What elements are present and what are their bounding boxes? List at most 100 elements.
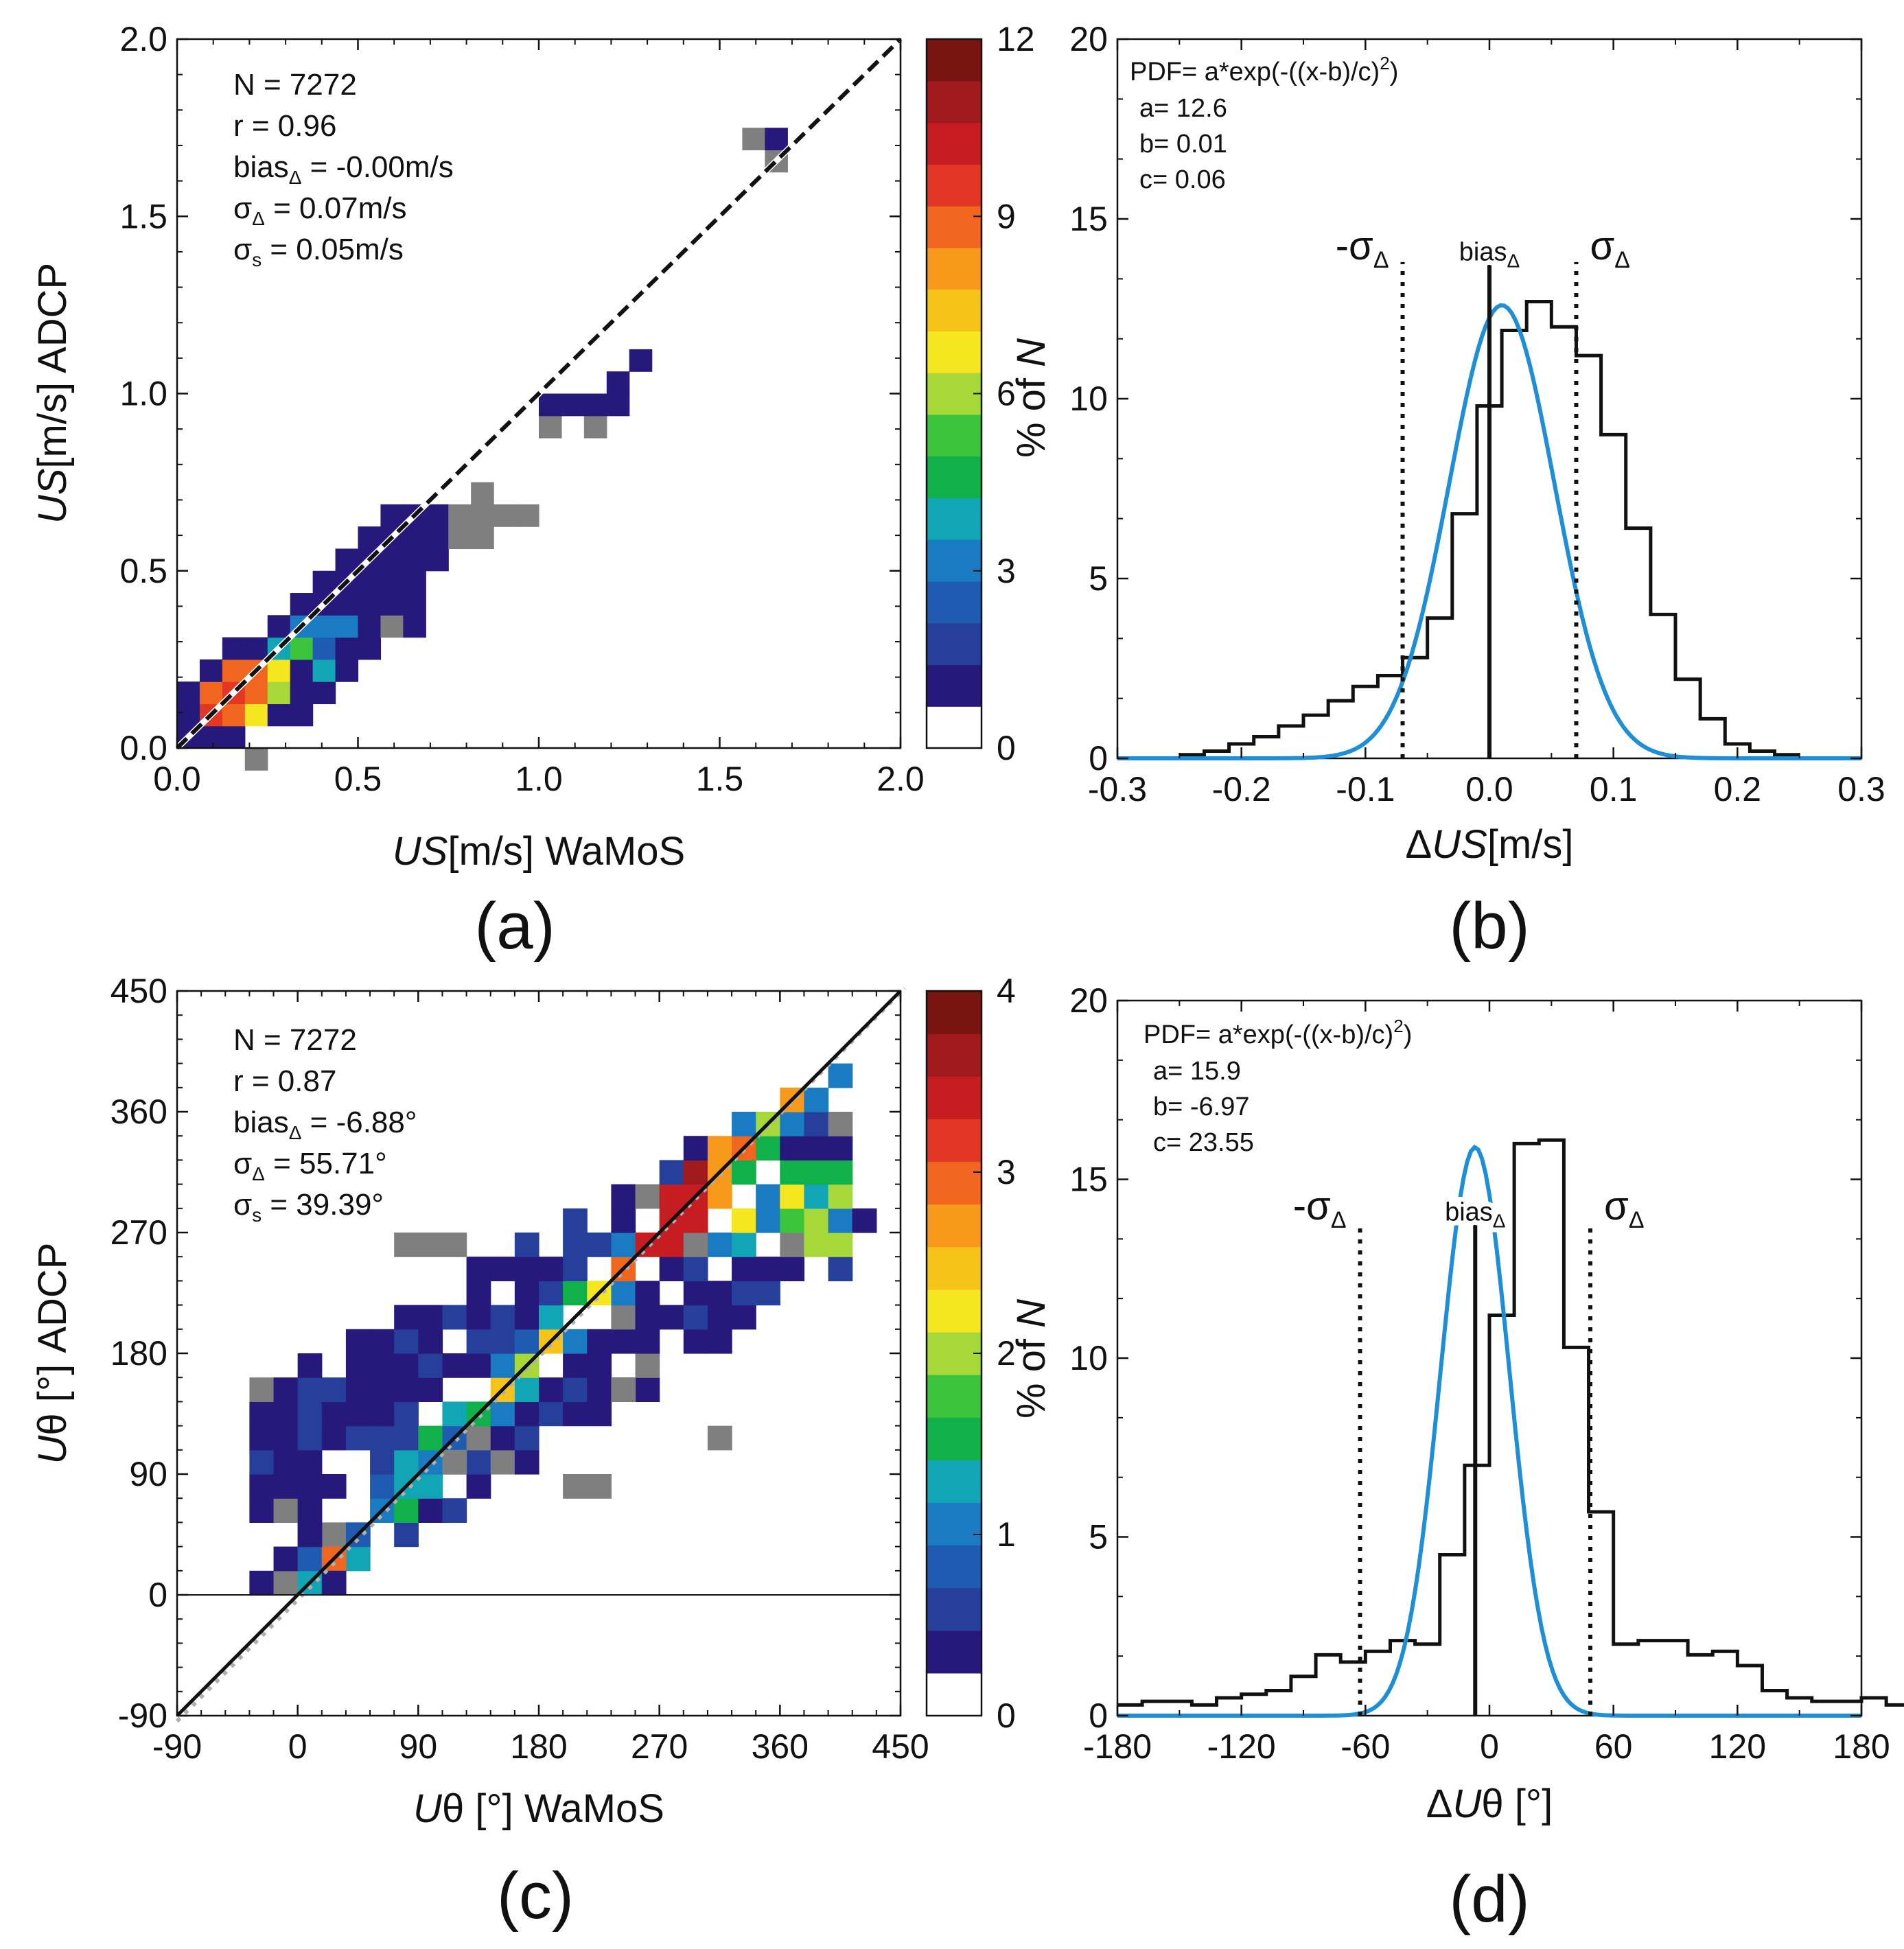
panel-c-cell (659, 1184, 684, 1209)
panel-c-xtick-label: 270 (631, 1727, 688, 1766)
panel-c-cell (490, 1329, 515, 1354)
panel-a-ytick-label: 1.5 (119, 197, 167, 235)
panel-c-cell (611, 1233, 636, 1257)
panel-c-cell (490, 1257, 515, 1281)
panel-c-cell (804, 1233, 829, 1257)
panel-d-sigma-label: σΔ (1604, 1184, 1645, 1233)
panel-c-cell (563, 1474, 588, 1499)
panel-a-cell (426, 548, 449, 572)
panel-c-cell (297, 1522, 323, 1548)
panel-c-cell (563, 1353, 588, 1378)
panel-b-xtick-label: -0.3 (1088, 770, 1147, 808)
panel-c-colorbar-tick-label: 2 (997, 1334, 1016, 1373)
panel-c-cell (394, 1449, 419, 1475)
panel-c-cell (804, 1112, 829, 1136)
panel-c-stat-sigma-s: σs = 39.39° (233, 1188, 384, 1226)
panel-c-cell (732, 1112, 756, 1136)
panel-a-xtick-label: 0.5 (334, 760, 382, 798)
panel-a-cell (290, 703, 314, 727)
panel-c-colorbar-swatch (927, 1076, 982, 1119)
panel-c-cell (394, 1498, 419, 1523)
panel-a-ylabel: US[m/s] ADCP (30, 263, 75, 524)
panel-c-cell (442, 1305, 467, 1330)
panel-c-stat-sigma-delta: σΔ = 55.71° (233, 1147, 387, 1184)
panel-a-colorbar-swatch (927, 706, 982, 749)
panel-b-neg-sigma-label: -σΔ (1336, 224, 1389, 273)
panel-a-cell (199, 659, 223, 682)
panel-c-stats: N = 7272 r = 0.87 biasΔ = -6.88° σΔ = 55… (233, 1023, 417, 1226)
panel-a-cell (335, 615, 359, 638)
panel-c-cell (370, 1474, 395, 1499)
panel-c-cell (345, 1546, 371, 1572)
panel-c-cell (321, 1474, 347, 1499)
panel-a-cell (380, 504, 404, 527)
panel-b-fit-c: c= 0.06 (1139, 165, 1226, 194)
panel-c-cell (418, 1425, 443, 1451)
panel-c-cell (442, 1353, 467, 1378)
panel-a-stat-r: r = 0.96 (233, 109, 336, 143)
panel-a-cell (471, 482, 494, 505)
panel-a-cell (335, 659, 359, 682)
panel-c-cell (466, 1353, 491, 1378)
panel-c-cell (707, 1184, 732, 1209)
panel-a-cell (177, 681, 200, 705)
panel-b-sigma-label: σΔ (1590, 224, 1630, 273)
panel-c-cell (273, 1401, 299, 1427)
panel-c-cell (418, 1377, 443, 1402)
panel-c-cell (563, 1281, 588, 1306)
panel-a-cell (403, 548, 426, 572)
panel-c-cell (539, 1305, 564, 1330)
panel-d-ytick-label: 15 (1069, 1160, 1108, 1199)
panel-c-cell (804, 1208, 829, 1233)
panel-d-bias-label: biasΔ (1445, 1198, 1505, 1232)
panel-c-colorbar-swatch (927, 1545, 982, 1589)
panel-c-cell (828, 1257, 853, 1281)
panel-c-cell (635, 1329, 660, 1354)
panel-c-colorbar-swatch (927, 1502, 982, 1546)
panel-c-cell (828, 1233, 853, 1257)
panel-c-ytick-label: 450 (111, 972, 167, 1010)
panel-d-bias-sub: Δ (1493, 1211, 1506, 1232)
panel-b-bias-label: biasΔ (1459, 237, 1520, 271)
panel-c-cell (418, 1305, 443, 1330)
panel-c-cell (852, 1208, 877, 1233)
panel-b-xlabel: ΔUS[m/s] (1406, 822, 1574, 867)
panel-c-cell (611, 1305, 636, 1330)
panel-a-cell (222, 703, 246, 727)
panel-a-colorbar-swatch (927, 289, 982, 331)
panel-c-cell (321, 1570, 347, 1596)
panel-c-cell (732, 1160, 756, 1185)
panel-c-cell (804, 1160, 829, 1185)
panel-c-label: (c) (497, 1859, 574, 1933)
panel-c-cell (273, 1498, 299, 1523)
panel-c-cell (394, 1233, 419, 1257)
panel-c-colorbar-tick-label: 4 (997, 972, 1016, 1010)
panel-c-cell (297, 1474, 323, 1499)
panel-d-ytick-label: 0 (1089, 1696, 1108, 1735)
panel-c-cell (683, 1305, 708, 1330)
panel-c-cell (804, 1087, 829, 1112)
panel-c-cell (732, 1305, 756, 1330)
panel-b-bias-sub: Δ (1507, 250, 1520, 271)
panel-a-cell (448, 526, 472, 550)
panel-c-cell (297, 1449, 323, 1475)
panel-a-cell (380, 593, 404, 616)
panel-c-cell (732, 1257, 756, 1281)
panel-c-cell (321, 1377, 347, 1402)
panel-c-cell (635, 1353, 660, 1378)
panel-c-cell (539, 1377, 564, 1402)
panel-c-cell (732, 1233, 756, 1257)
panel-c-cell (756, 1208, 780, 1233)
panel-c-cell (249, 1425, 275, 1451)
panel-c-cell (707, 1329, 732, 1354)
panel-a-label: (a) (474, 889, 555, 963)
panel-a-cell (426, 526, 449, 550)
panel-c-cell (273, 1570, 299, 1596)
panel-a-cell (403, 593, 426, 616)
panel-c-cell (297, 1546, 323, 1572)
panel-a-cell (765, 128, 788, 151)
panel-d-label: (d) (1449, 1863, 1529, 1936)
panel-c-cell (828, 1208, 853, 1233)
panel-c-ylabel: Uθ [°] ADCP (30, 1243, 75, 1464)
